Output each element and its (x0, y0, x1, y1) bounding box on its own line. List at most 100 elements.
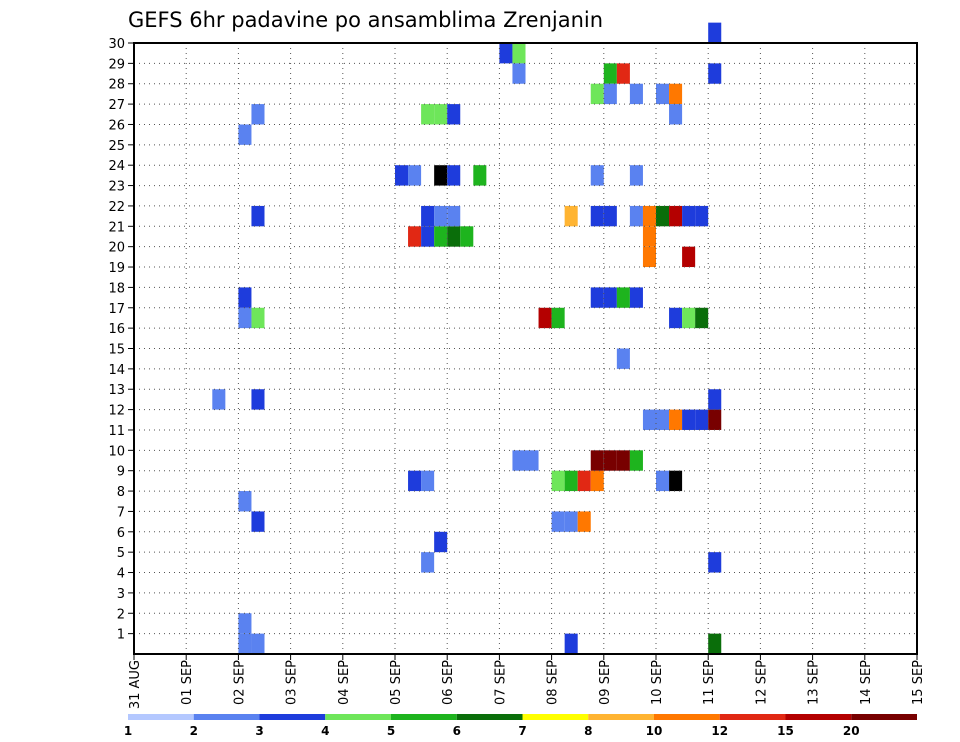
y-tick-label: 27 (108, 98, 125, 113)
data-cell (590, 470, 604, 492)
colorbar-swatch (785, 714, 852, 720)
y-tick-label: 21 (108, 220, 125, 235)
colorbar-swatch (391, 714, 457, 720)
data-cell (577, 470, 591, 492)
y-tick-label: 22 (108, 200, 125, 215)
data-cell (408, 165, 422, 186)
data-cell (421, 205, 435, 227)
data-cell (590, 287, 604, 308)
data-cell (656, 409, 670, 430)
data-cell (708, 389, 722, 410)
data-cell (238, 633, 252, 654)
data-cell (577, 511, 591, 532)
x-tick-label: 05 SEP (389, 660, 404, 705)
data-cell (590, 205, 604, 227)
y-tick-label: 16 (108, 322, 125, 337)
y-tick-label: 3 (117, 587, 125, 602)
data-cell (538, 307, 552, 329)
y-tick-label: 4 (117, 567, 125, 582)
colorbar-label: 2 (190, 724, 198, 738)
colorbar-label: 10 (646, 724, 663, 738)
colorbar-label: 6 (453, 724, 461, 738)
data-cell (251, 633, 265, 654)
y-tick-label: 15 (108, 343, 125, 358)
data-cell (238, 124, 252, 145)
data-cell (564, 205, 578, 227)
data-cell (616, 348, 630, 369)
data-cell (512, 450, 526, 471)
data-cell (251, 511, 265, 532)
colorbar-label: 4 (321, 724, 329, 738)
y-tick-label: 29 (108, 57, 125, 72)
colorbar-swatch (259, 714, 326, 720)
x-tick-label: 10 SEP (650, 660, 665, 705)
data-cell (473, 165, 487, 186)
y-tick-label: 17 (108, 302, 125, 317)
y-axis-ticks: 1234567891011121314151617181920212223242… (108, 37, 134, 643)
y-tick-label: 24 (108, 159, 125, 174)
data-cell (434, 104, 448, 125)
data-cell (590, 450, 604, 471)
colorbar-label: 8 (584, 724, 592, 738)
data-cell (590, 165, 604, 186)
data-cell (708, 63, 722, 84)
data-cell (238, 287, 252, 308)
data-cell (421, 470, 435, 492)
data-cell (669, 409, 683, 430)
y-tick-label: 10 (108, 444, 125, 459)
x-tick-label: 01 SEP (180, 660, 195, 705)
data-cell (434, 531, 448, 553)
data-cell (603, 83, 617, 105)
data-cell (421, 104, 435, 125)
data-cell (447, 104, 461, 125)
y-tick-label: 2 (117, 607, 125, 622)
data-cell (421, 552, 435, 573)
x-tick-label: 02 SEP (232, 660, 247, 705)
data-cell (238, 613, 252, 634)
data-cell (629, 287, 643, 308)
y-tick-label: 25 (108, 139, 125, 154)
x-tick-label: 13 SEP (807, 660, 822, 705)
data-cell (642, 226, 656, 247)
data-cell (551, 511, 565, 532)
data-cell (682, 205, 696, 227)
data-cell (447, 205, 461, 227)
data-cell (603, 205, 617, 227)
data-cell (434, 165, 448, 186)
data-cell (238, 491, 252, 512)
colorbar-label: 20 (843, 724, 860, 738)
data-cell (460, 226, 474, 247)
x-tick-label: 06 SEP (441, 660, 456, 705)
colorbar-label: 5 (387, 724, 395, 738)
data-cell (512, 63, 526, 84)
data-cell (682, 246, 696, 268)
y-tick-label: 8 (117, 485, 125, 500)
data-cell (408, 470, 422, 492)
data-cell (408, 226, 422, 247)
y-tick-label: 7 (117, 505, 125, 520)
data-cell (251, 104, 265, 125)
data-cell (603, 287, 617, 308)
data-cell (616, 450, 630, 471)
data-cell (669, 83, 683, 105)
data-cell (616, 63, 630, 84)
data-cell (669, 205, 683, 227)
y-tick-label: 9 (117, 465, 125, 480)
data-cell (499, 43, 513, 64)
data-cell (669, 307, 683, 329)
data-cell (708, 409, 722, 430)
data-cell (551, 470, 565, 492)
data-cell (434, 205, 448, 227)
y-tick-label: 30 (108, 37, 125, 52)
y-tick-label: 11 (108, 424, 125, 439)
y-tick-label: 13 (108, 383, 125, 398)
data-cell (512, 43, 526, 64)
colorbar-swatch (325, 714, 391, 720)
data-cell (564, 511, 578, 532)
colorbar-swatch (193, 714, 260, 720)
colorbar-swatch (522, 714, 589, 720)
x-tick-label: 07 SEP (493, 660, 508, 705)
y-tick-label: 1 (117, 628, 125, 643)
x-tick-label: 31 AUG (128, 660, 143, 709)
